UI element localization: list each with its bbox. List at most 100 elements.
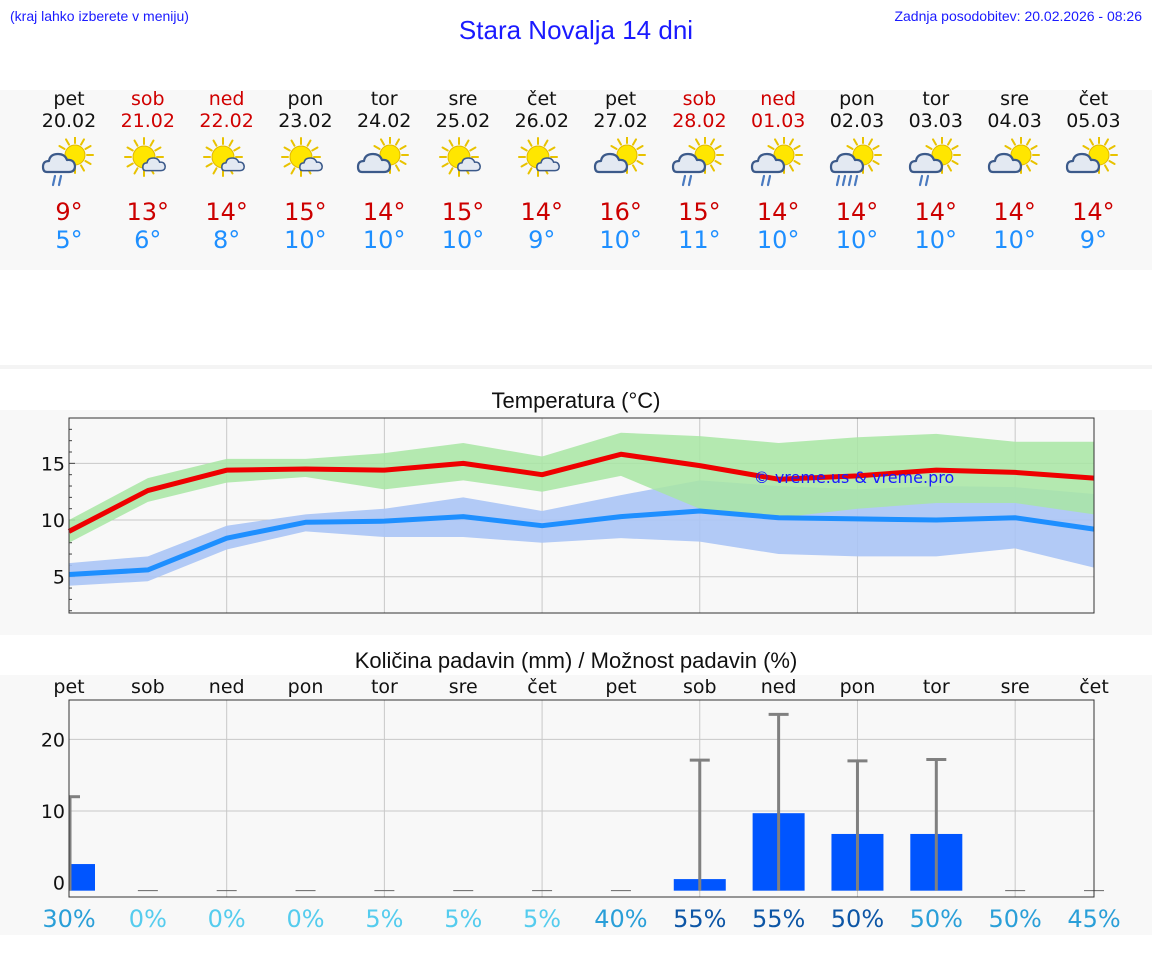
sun-ray (283, 146, 292, 152)
sun-ray (290, 167, 296, 175)
plot-frame (68, 417, 1095, 614)
precip-probability: 55% (752, 905, 805, 933)
precip-probability: 45% (1067, 905, 1120, 933)
cloud-shape (535, 157, 560, 172)
sun-ray (84, 160, 92, 165)
sun-cloud-icon (1066, 137, 1119, 174)
category-label: sob (131, 676, 165, 698)
sun-ray (212, 139, 218, 147)
sun-ray (548, 146, 556, 152)
sun-ray (469, 146, 477, 152)
cloud-outline (593, 152, 628, 174)
sun-cloud-rain-icon (672, 137, 725, 187)
sun-ray (714, 160, 722, 165)
sun-ray (1082, 145, 1090, 150)
precip-probability: 5% (365, 905, 403, 933)
day-name: pet (604, 88, 637, 110)
sun-ray (846, 145, 854, 150)
precip-probability: 0% (286, 905, 324, 933)
cloud-outline (908, 152, 943, 174)
weather-icon-slot (187, 132, 266, 198)
sun-ray (695, 138, 701, 146)
day-name: pet (53, 88, 85, 110)
day-name: čet (527, 88, 557, 110)
cloud-shape (672, 152, 707, 174)
sun-ray (154, 146, 162, 152)
min-temp: 10° (993, 226, 1036, 254)
sun-ray (1025, 138, 1031, 146)
max-temp: 13° (126, 198, 170, 226)
sun-ray (520, 146, 528, 152)
day-name: sre (1000, 88, 1030, 110)
sun-ray (951, 160, 959, 165)
cloud-shape (987, 152, 1022, 174)
sun-ray (1089, 138, 1095, 146)
rain-drop (51, 174, 57, 187)
sun-small-cloud-icon (439, 137, 481, 177)
sun-ray (946, 164, 952, 172)
watermark: © vreme.us & vreme.pro (754, 468, 955, 487)
sun-small-cloud-icon (123, 137, 166, 177)
sun-ray (306, 139, 312, 147)
weather-icon-slot (975, 132, 1054, 198)
weather-icon-slot (660, 132, 739, 198)
cloud-shape (829, 152, 865, 174)
category-label: čet (1079, 676, 1109, 698)
cloud-shape (593, 152, 628, 174)
cloud-outline (457, 157, 481, 172)
day-name: pon (287, 88, 324, 110)
sun-ray (84, 145, 92, 150)
max-temp: 14° (914, 198, 958, 226)
cloud-shape (41, 152, 77, 174)
sun-ray (311, 146, 319, 152)
sun-ray (631, 164, 637, 172)
category-label: pon (840, 676, 876, 698)
weather-icon-slot (424, 132, 503, 198)
cloud-shape (357, 152, 392, 174)
sun-cloud-rain-icon (908, 137, 961, 187)
category-label: ned (209, 676, 245, 698)
cloud-outline (751, 152, 786, 174)
sun-small-cloud-icon (281, 137, 324, 177)
y-tick-label: 15 (41, 453, 65, 475)
sun-ray (395, 164, 401, 172)
sun-ray (1029, 145, 1038, 150)
sun-ray (710, 164, 716, 172)
day-name: tor (922, 88, 950, 110)
cloud-shape (908, 152, 943, 174)
min-temp-line (68, 508, 1095, 577)
sun-ray (853, 138, 858, 146)
menu-hint: (kraj lahko izberete v meniju) (10, 8, 189, 24)
separator (0, 365, 1152, 369)
sun-cloud-icon (357, 137, 410, 174)
sun-ray (283, 162, 292, 168)
precip-probability: 0% (129, 905, 167, 933)
cloud-outline (535, 157, 560, 172)
min-temp: 11° (678, 226, 721, 254)
weather-icon-slot (345, 132, 424, 198)
sun-ray (1104, 164, 1110, 172)
category-label: pet (53, 676, 84, 698)
sun-ray (373, 145, 381, 150)
sun-ray (793, 145, 801, 150)
rain-drop (688, 174, 693, 187)
day-column: ned 22.02 14° 8° (187, 88, 266, 254)
sun-ray (228, 139, 234, 147)
cloud-outline (672, 152, 707, 174)
temperature-chart-title: Temperatura (°C) (491, 388, 661, 413)
sun-ray (232, 146, 241, 152)
sun-ray (527, 139, 533, 147)
sun-ray (80, 164, 85, 172)
sun-ray (789, 138, 795, 146)
max-temp: 9° (55, 198, 83, 226)
sun-ray (133, 167, 139, 175)
precip-probability: 5% (523, 905, 561, 933)
min-temp: 10° (756, 226, 800, 254)
max-temp: 14° (362, 198, 406, 226)
sun-ray (1010, 138, 1016, 146)
day-column: ned 01.03 14° 10° (739, 88, 818, 254)
weather-icon-slot (581, 132, 660, 198)
sun-small-cloud-icon (517, 137, 560, 177)
weather-icon-slot (30, 132, 109, 198)
plot-frame (68, 699, 1095, 898)
